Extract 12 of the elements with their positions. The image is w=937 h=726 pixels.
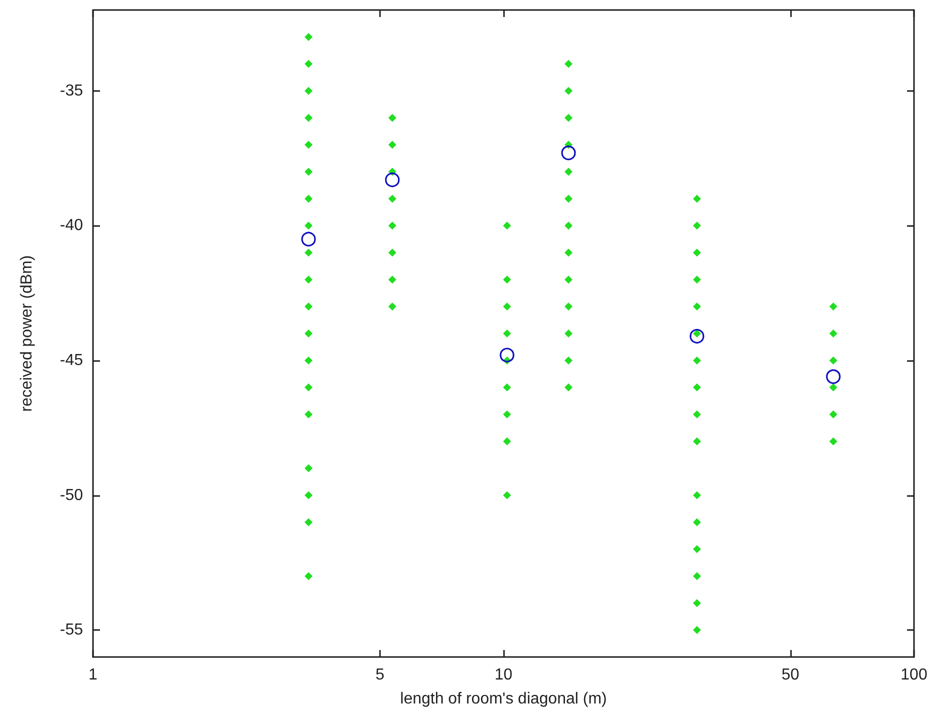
y-tick-label: -45 xyxy=(60,352,84,369)
x-tick-label: 1 xyxy=(88,666,98,684)
x-tick-label: 50 xyxy=(782,666,800,684)
y-tick-label: -35 xyxy=(60,82,84,100)
x-axis-title: length of room's diagonal (m) xyxy=(400,690,607,708)
y-tick-label: -50 xyxy=(60,486,84,504)
x-tick-label: 5 xyxy=(375,666,384,684)
y-tick-label: -55 xyxy=(60,622,84,639)
y-tick-label: -40 xyxy=(60,217,84,234)
y-axis-title: received power (dBm) xyxy=(18,255,36,412)
x-tick-label: 10 xyxy=(494,666,512,684)
x-tick-label: 100 xyxy=(900,666,928,684)
